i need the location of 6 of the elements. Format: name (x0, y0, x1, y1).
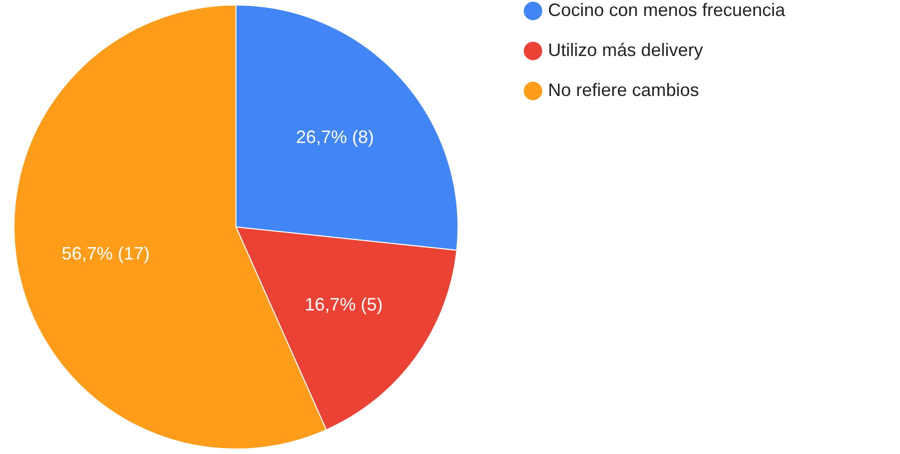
data-label: 56,7% (17) (62, 244, 150, 264)
data-label: 26,7% (8) (296, 126, 374, 147)
data-label: 16,7% (5) (304, 294, 383, 314)
legend-label: Cocino con menos frecuencia (548, 0, 786, 20)
legend-label: Utilizo más delivery (548, 40, 704, 60)
legend-label: No refiere cambios (548, 80, 700, 100)
